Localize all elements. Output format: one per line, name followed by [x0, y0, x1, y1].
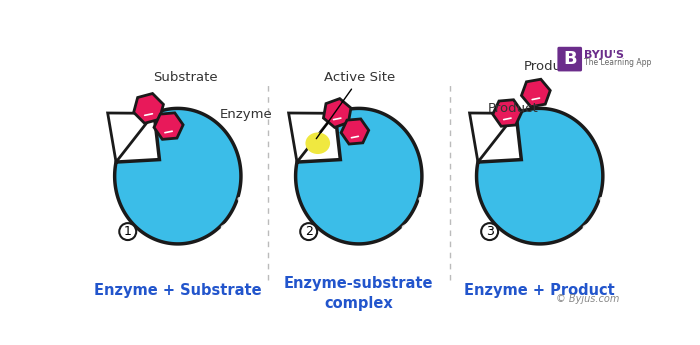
Text: The Learning App: The Learning App — [584, 58, 651, 68]
Text: Active Site: Active Site — [316, 71, 396, 139]
Polygon shape — [134, 93, 163, 123]
Polygon shape — [288, 113, 335, 162]
Text: 1: 1 — [124, 225, 132, 238]
Polygon shape — [522, 79, 550, 107]
Polygon shape — [323, 99, 351, 127]
Polygon shape — [154, 113, 183, 139]
Text: Product: Product — [487, 102, 538, 115]
Text: BYJU'S: BYJU'S — [584, 50, 624, 60]
FancyBboxPatch shape — [557, 47, 582, 71]
Text: B: B — [563, 50, 577, 68]
Polygon shape — [470, 113, 516, 162]
Polygon shape — [295, 108, 422, 244]
Polygon shape — [341, 119, 369, 144]
Polygon shape — [493, 100, 522, 126]
Text: Enzyme-substrate
complex: Enzyme-substrate complex — [284, 276, 433, 310]
Text: Product: Product — [524, 60, 574, 72]
Text: 3: 3 — [486, 225, 493, 238]
Ellipse shape — [305, 132, 330, 154]
Text: Enzyme + Product: Enzyme + Product — [464, 283, 615, 298]
Polygon shape — [108, 113, 154, 162]
Text: Enzyme + Substrate: Enzyme + Substrate — [94, 283, 262, 298]
Text: 2: 2 — [304, 225, 313, 238]
Text: Substrate: Substrate — [153, 71, 218, 84]
Circle shape — [481, 223, 498, 240]
Polygon shape — [477, 108, 603, 244]
Text: © Byjus.com: © Byjus.com — [556, 294, 619, 304]
Polygon shape — [115, 108, 241, 244]
Text: Enzyme: Enzyme — [220, 108, 273, 121]
Circle shape — [119, 223, 136, 240]
Circle shape — [300, 223, 317, 240]
